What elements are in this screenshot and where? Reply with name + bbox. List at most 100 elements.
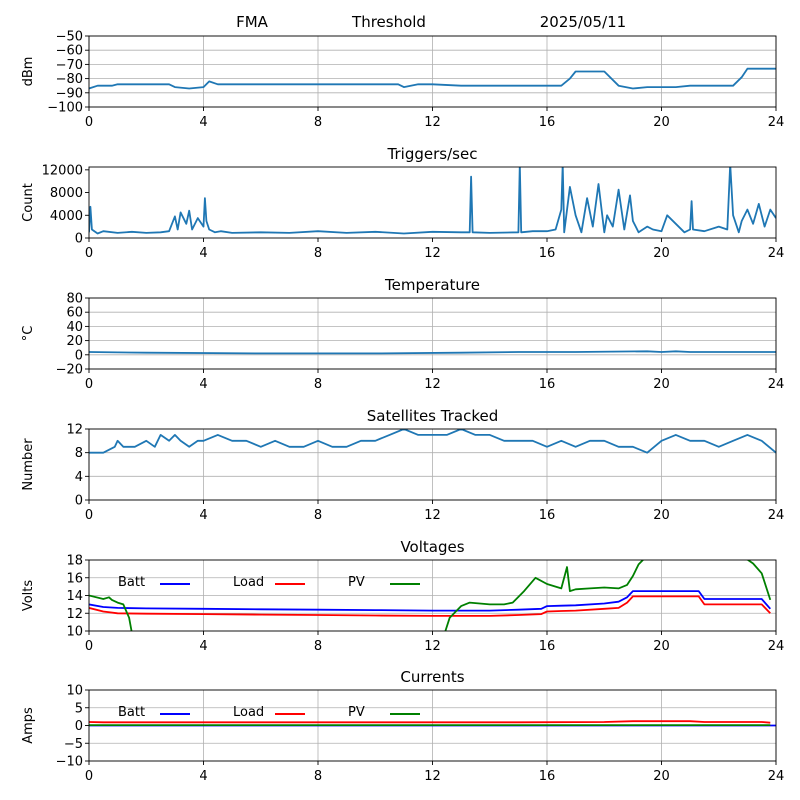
- legend-label: Load: [233, 705, 264, 720]
- series-line-load: [89, 720, 771, 724]
- y-tick-label: −20: [56, 363, 83, 378]
- y-axis-label: Number: [21, 438, 36, 491]
- x-tick-label: 0: [85, 115, 93, 130]
- mode-label: Threshold: [351, 13, 426, 31]
- chart-panel: 0 4 8 12 16 20 24 −10 −5 0 5 10 Currents Amps Batt Load…: [21, 668, 784, 784]
- x-tick-label: 12: [424, 246, 441, 261]
- y-tick-label: 10: [66, 625, 83, 640]
- x-tick-label: 12: [424, 377, 441, 392]
- chart-panel: 0 4 8 12 16 20 24 10 12 14 16 18 Voltages Volts Batt Lo…: [21, 538, 784, 654]
- series-group: [89, 720, 776, 727]
- x-tick-label: 24: [768, 115, 785, 130]
- chart-panel: 0 4 8 12 16 20 24 0 4 8 12 Satellites Tracked Number: [21, 407, 784, 523]
- y-axis-label: Amps: [21, 707, 36, 744]
- y-tick-label: −80: [56, 72, 83, 87]
- x-tick-label: 24: [768, 377, 785, 392]
- y-tick-label: −60: [56, 44, 83, 59]
- series-line: [89, 429, 776, 454]
- x-tick-label: 24: [768, 769, 785, 784]
- x-tick-label: 0: [85, 639, 93, 654]
- x-tick-label: 4: [199, 377, 207, 392]
- chart-title: Temperature: [384, 276, 480, 294]
- x-tick-label: 16: [539, 508, 556, 523]
- y-axis-label: Volts: [21, 580, 36, 612]
- x-tick-label: 24: [768, 246, 785, 261]
- y-tick-label: −5: [64, 737, 83, 752]
- x-tick-label: 8: [314, 769, 322, 784]
- y-tick-label: 80: [66, 292, 83, 307]
- y-tick-label: 12000: [42, 163, 83, 178]
- x-tick-label: 0: [85, 246, 93, 261]
- y-tick-label: 60: [66, 306, 83, 321]
- x-tick-label: 16: [539, 377, 556, 392]
- legend: Batt Load PV: [118, 575, 420, 590]
- y-axis-label: Count: [21, 183, 36, 222]
- x-tick-label: 20: [653, 377, 670, 392]
- x-tick-label: 12: [424, 639, 441, 654]
- station-label: FMA: [236, 13, 269, 31]
- y-tick-label: 20: [66, 334, 83, 349]
- x-tick-label: 16: [539, 639, 556, 654]
- chart-panel: 0 4 8 12 16 20 24 0 4000 8000 12000 Triggers/sec Cou…: [21, 145, 784, 261]
- y-tick-label: 12: [66, 607, 83, 622]
- legend-label: PV: [348, 575, 365, 590]
- series-line: [89, 67, 776, 90]
- legend-label: PV: [348, 705, 365, 720]
- x-tick-label: 8: [314, 508, 322, 523]
- x-tick-label: 20: [653, 246, 670, 261]
- y-tick-label: 0: [75, 348, 83, 363]
- y-tick-label: 12: [66, 423, 83, 438]
- y-tick-label: −10: [56, 755, 83, 770]
- y-tick-label: −50: [56, 30, 83, 45]
- x-tick-label: 16: [539, 769, 556, 784]
- x-tick-label: 4: [199, 769, 207, 784]
- legend-label: Batt: [118, 705, 145, 720]
- legend: Batt Load PV: [118, 705, 420, 720]
- y-tick-label: 10: [66, 684, 83, 699]
- x-tick-label: 0: [85, 508, 93, 523]
- x-tick-label: 4: [199, 115, 207, 130]
- y-tick-label: 8: [75, 446, 83, 461]
- x-tick-label: 20: [653, 639, 670, 654]
- y-tick-label: 0: [75, 232, 83, 247]
- series-line: [89, 167, 776, 235]
- chart-title: Voltages: [400, 538, 464, 556]
- series-group: [89, 560, 772, 631]
- legend-label: Batt: [118, 575, 145, 590]
- series-line-batt: [89, 590, 771, 612]
- x-tick-label: 20: [653, 508, 670, 523]
- chart-title: Triggers/sec: [387, 145, 478, 163]
- x-tick-label: 8: [314, 115, 322, 130]
- y-tick-label: −100: [47, 101, 83, 116]
- series-group: [89, 350, 776, 355]
- x-tick-label: 20: [653, 115, 670, 130]
- y-tick-label: 40: [66, 320, 83, 335]
- x-tick-label: 16: [539, 246, 556, 261]
- series-line: [89, 350, 776, 355]
- x-tick-label: 4: [199, 639, 207, 654]
- x-tick-label: 12: [424, 508, 441, 523]
- x-tick-label: 24: [768, 508, 785, 523]
- y-tick-label: 0: [75, 719, 83, 734]
- y-tick-label: 16: [66, 571, 83, 586]
- y-tick-label: −70: [56, 58, 83, 73]
- y-tick-label: 4: [75, 470, 83, 485]
- series-group: [89, 167, 776, 235]
- date-label: 2025/05/11: [540, 13, 626, 31]
- x-tick-label: 8: [314, 246, 322, 261]
- y-tick-label: 8000: [50, 186, 83, 201]
- legend-label: Load: [233, 575, 264, 590]
- x-tick-label: 24: [768, 639, 785, 654]
- y-tick-label: 18: [66, 554, 83, 569]
- figure-header: FMA Threshold 2025/05/11: [236, 13, 626, 31]
- x-tick-label: 0: [85, 769, 93, 784]
- x-tick-label: 8: [314, 639, 322, 654]
- series-group: [89, 429, 776, 454]
- x-tick-label: 12: [424, 115, 441, 130]
- y-axis-label: dBm: [21, 57, 36, 87]
- x-tick-label: 0: [85, 377, 93, 392]
- y-tick-label: 14: [66, 589, 83, 604]
